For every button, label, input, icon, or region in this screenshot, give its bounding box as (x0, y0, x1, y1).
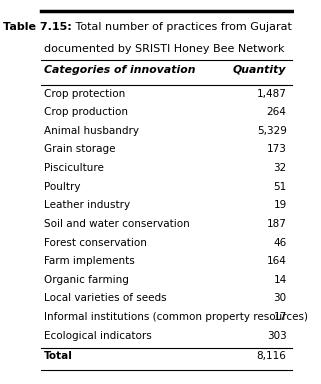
Text: Poultry: Poultry (44, 182, 80, 192)
Text: Leather industry: Leather industry (44, 200, 130, 210)
Text: 14: 14 (273, 275, 287, 285)
Text: Soil and water conservation: Soil and water conservation (44, 219, 189, 229)
Text: 264: 264 (267, 107, 287, 117)
Text: Crop production: Crop production (44, 107, 127, 117)
Text: 1,487: 1,487 (257, 89, 287, 99)
Text: Ecological indicators: Ecological indicators (44, 331, 151, 341)
Text: 303: 303 (267, 331, 287, 341)
Text: 164: 164 (267, 256, 287, 266)
Text: Local varieties of seeds: Local varieties of seeds (44, 293, 166, 303)
Text: 8,116: 8,116 (257, 351, 287, 361)
Text: Categories of innovation: Categories of innovation (44, 65, 195, 74)
Text: Quantity: Quantity (233, 65, 287, 74)
Text: Animal husbandry: Animal husbandry (44, 126, 139, 136)
Text: Crop protection: Crop protection (44, 89, 125, 99)
Text: Organic farming: Organic farming (44, 275, 128, 285)
Text: 32: 32 (273, 163, 287, 173)
Text: Table 7.15:: Table 7.15: (3, 22, 72, 32)
Text: Grain storage: Grain storage (44, 144, 115, 154)
Text: 173: 173 (267, 144, 287, 154)
Text: 19: 19 (273, 200, 287, 210)
Text: Pisciculture: Pisciculture (44, 163, 103, 173)
Text: 17: 17 (273, 312, 287, 322)
Text: Total: Total (44, 351, 73, 361)
Text: documented by SRISTI Honey Bee Network: documented by SRISTI Honey Bee Network (44, 44, 284, 54)
Text: Total number of practices from Gujarat: Total number of practices from Gujarat (72, 22, 292, 32)
Text: 30: 30 (273, 293, 287, 303)
Text: Farm implements: Farm implements (44, 256, 134, 266)
Text: Informal institutions (common property resources): Informal institutions (common property r… (44, 312, 308, 322)
Text: 5,329: 5,329 (257, 126, 287, 136)
Text: 46: 46 (273, 238, 287, 248)
Text: 51: 51 (273, 182, 287, 192)
Text: Forest conservation: Forest conservation (44, 238, 146, 248)
Text: 187: 187 (267, 219, 287, 229)
